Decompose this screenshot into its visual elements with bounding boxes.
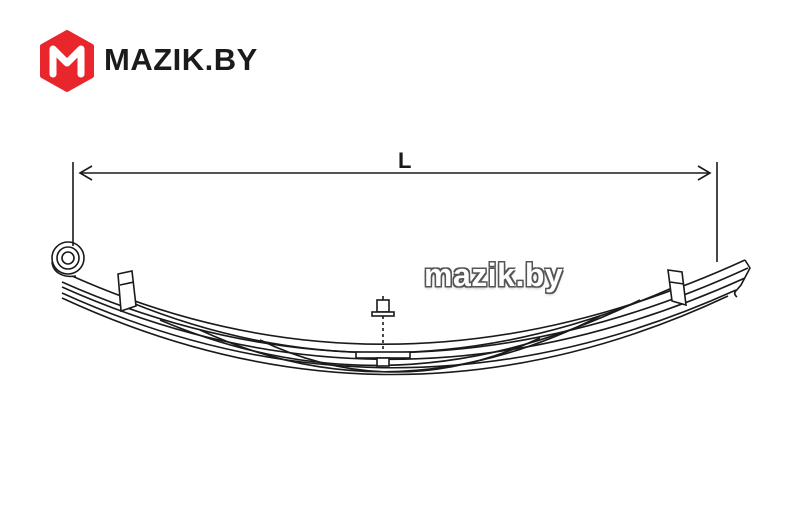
right-clamp (667, 269, 687, 307)
dimension-label: L (398, 148, 412, 173)
spring-eye (51, 241, 85, 278)
dimension-arrow-right (697, 165, 712, 181)
center-bolt (355, 296, 411, 367)
logo-text: MAZIK.BY (104, 42, 258, 77)
logo-mark-icon (40, 30, 94, 92)
watermark: mazik.by (424, 257, 564, 293)
left-clamp (117, 270, 137, 313)
brand-logo[interactable]: MAZIK.BY (38, 30, 278, 92)
spring-leaves (61, 259, 751, 376)
dimension-arrow-left (78, 165, 93, 181)
